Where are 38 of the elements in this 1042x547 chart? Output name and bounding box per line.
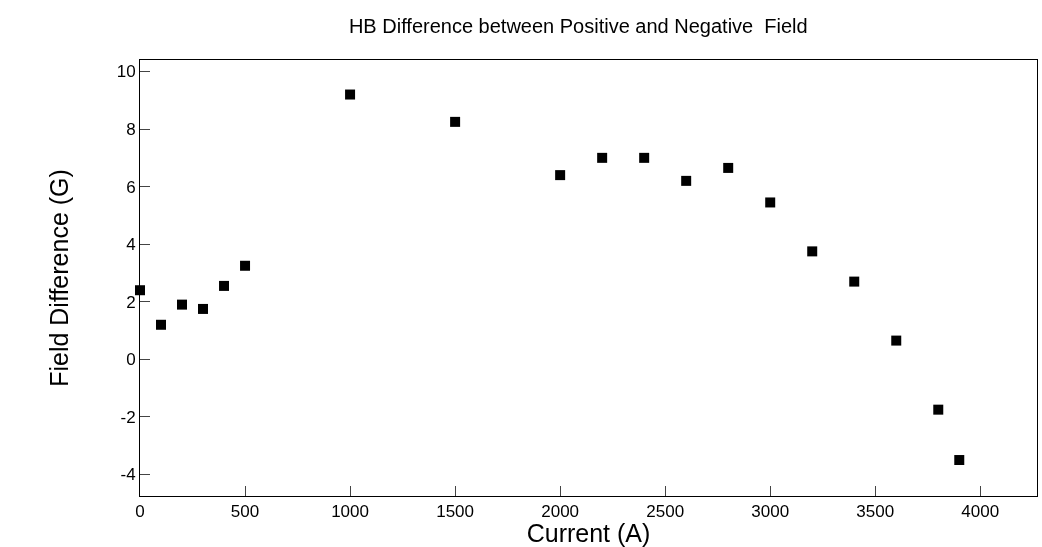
- point: [198, 303, 209, 314]
- x-tick-label: 1500: [436, 502, 475, 522]
- y-tick-label: 8: [126, 120, 136, 140]
- y-tick-label: -2: [120, 407, 136, 427]
- x-tick-label: 1000: [331, 502, 369, 522]
- point: [240, 260, 251, 271]
- point: [681, 175, 692, 186]
- point: [135, 285, 145, 296]
- y-tick-label: 4: [126, 235, 136, 255]
- y-tick-label: 6: [126, 177, 136, 197]
- point: [891, 335, 902, 346]
- point: [639, 152, 650, 163]
- point: [765, 197, 776, 208]
- point: [849, 276, 860, 287]
- point: [933, 404, 944, 415]
- x-tick-label: 3500: [856, 502, 895, 522]
- y-tick-label: 0: [126, 350, 136, 370]
- y-tick-label: 10: [116, 62, 136, 82]
- point: [177, 299, 188, 310]
- x-tick-label: 4000: [961, 502, 1000, 522]
- x-axis-title: Current (A): [526, 519, 651, 547]
- point: [723, 162, 734, 173]
- x-tick-label: 500: [230, 502, 260, 522]
- point: [219, 280, 230, 291]
- point: [450, 116, 461, 127]
- point: [597, 152, 608, 163]
- point: [555, 170, 566, 181]
- x-tick-label: 2500: [646, 502, 685, 522]
- point: [954, 455, 965, 466]
- x-tick-label: 3000: [751, 502, 790, 522]
- y-tick-label: 2: [126, 292, 136, 312]
- point: [345, 89, 356, 100]
- chart-title: HB Difference between Positive and Negative Field: [348, 15, 808, 38]
- y-tick-label: -4: [120, 465, 136, 485]
- y-axis-title: Field Difference (G): [45, 169, 74, 387]
- x-tick-label: 2000: [541, 502, 580, 522]
- point: [156, 319, 167, 330]
- point: [807, 246, 818, 257]
